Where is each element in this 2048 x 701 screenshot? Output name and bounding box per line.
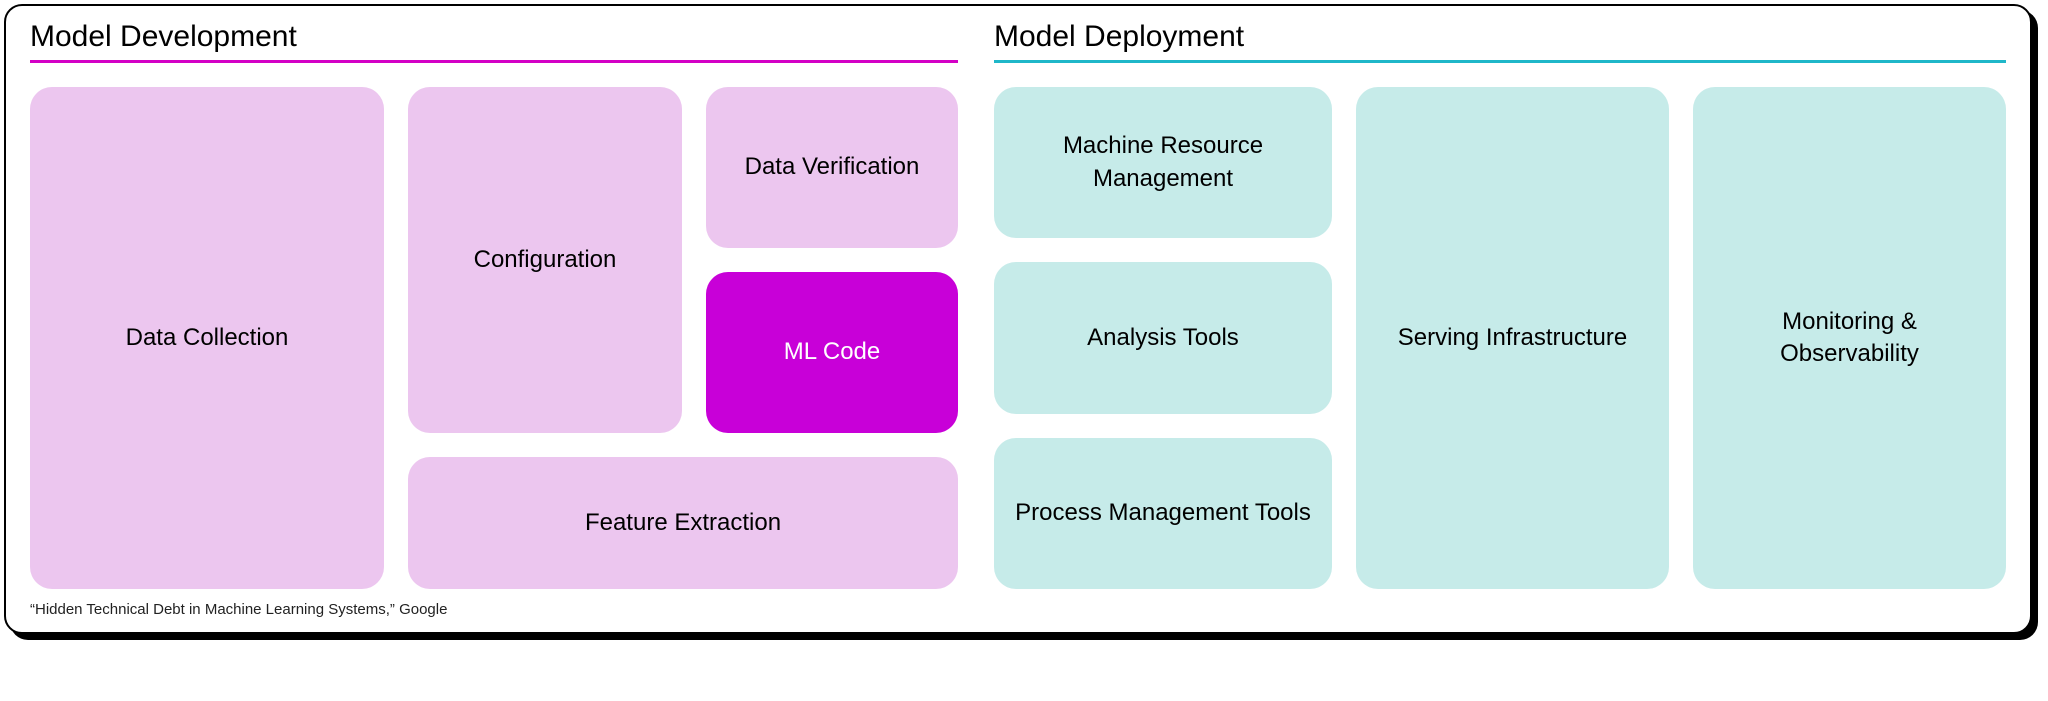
- deployment-header: Model Deployment: [994, 20, 2006, 63]
- deployment-rule: [994, 60, 2006, 63]
- development-column: Data Collection Configuration Data Verif…: [30, 87, 958, 589]
- diagram-frame: Model Development Model Deployment Data …: [4, 4, 2032, 634]
- block-monitoring-observability: Monitoring & Observability: [1693, 87, 2006, 589]
- block-process-management-tools: Process Management Tools: [994, 438, 1332, 589]
- block-data-collection: Data Collection: [30, 87, 384, 589]
- development-header: Model Development: [30, 20, 958, 63]
- block-feature-extraction: Feature Extraction: [408, 457, 958, 589]
- deployment-title: Model Deployment: [994, 20, 2006, 54]
- development-rule: [30, 60, 958, 63]
- block-machine-resource-management: Machine Resource Management: [994, 87, 1332, 238]
- block-configuration: Configuration: [408, 87, 682, 433]
- development-subcolumn-top: Configuration Data Verification ML Code: [408, 87, 958, 433]
- development-title: Model Development: [30, 20, 958, 54]
- development-subcolumn: Configuration Data Verification ML Code …: [408, 87, 958, 589]
- block-data-verification: Data Verification: [706, 87, 958, 248]
- content-row: Data Collection Configuration Data Verif…: [30, 87, 2006, 589]
- caption: “Hidden Technical Debt in Machine Learni…: [30, 601, 2006, 618]
- section-titles-row: Model Development Model Deployment: [30, 20, 2006, 63]
- development-subcolumn-top-right: Data Verification ML Code: [706, 87, 958, 433]
- block-ml-code: ML Code: [706, 272, 958, 433]
- deployment-subcolumn-stack: Machine Resource Management Analysis Too…: [994, 87, 1332, 589]
- block-serving-infrastructure: Serving Infrastructure: [1356, 87, 1669, 589]
- block-analysis-tools: Analysis Tools: [994, 262, 1332, 413]
- deployment-column: Machine Resource Management Analysis Too…: [994, 87, 2006, 589]
